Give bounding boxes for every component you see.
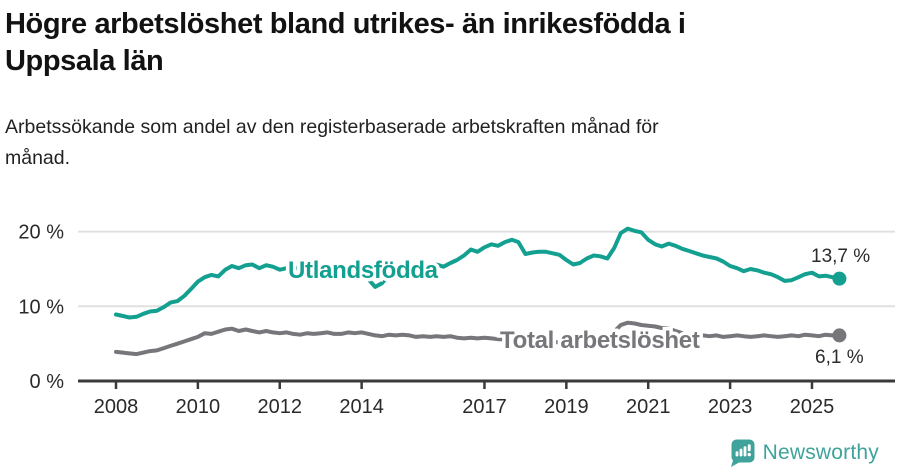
x-tick-label-2010: 2010 — [176, 396, 221, 418]
series-end-value-label-utlandsfodda: 13,7 % — [811, 246, 870, 267]
logo-bar-1 — [735, 451, 739, 457]
page-title-line-1: Högre arbetslöshet bland utrikes- än inr… — [5, 8, 686, 40]
series-line-utlandsfodda — [114, 226, 842, 320]
page-title-line-2: Uppsala län — [5, 45, 164, 77]
page-subtitle-line-2: månad. — [5, 147, 71, 169]
y-tick-label-10: 10 % — [18, 296, 64, 318]
page-subtitle-line-1: Arbetssökande som andel av den registerb… — [5, 116, 659, 138]
series-inline-label-total-arbetsloshet: Total arbetslöshet — [500, 327, 700, 354]
y-tick-label-0: 0 % — [30, 371, 65, 393]
logo-speech-bubble — [730, 439, 755, 467]
series-line-total-arbetsloshet — [114, 320, 842, 357]
x-tick-label-2017: 2017 — [462, 396, 507, 418]
y-tick-label-20: 20 % — [18, 222, 64, 244]
x-tick-label-2025: 2025 — [790, 396, 835, 418]
series-end-dot-utlandsfodda — [832, 271, 847, 286]
logo-bar-3 — [743, 446, 747, 457]
x-tick-label-2021: 2021 — [626, 396, 671, 418]
page-subtitle: Arbetssökande som andel av den registerb… — [5, 112, 885, 174]
x-tick-label-2012: 2012 — [258, 396, 303, 418]
series-inline-label-utlandsfodda: Utlandsfödda — [288, 257, 439, 284]
logo-exclamation-dot — [747, 452, 751, 457]
x-tick-label-2023: 2023 — [708, 396, 753, 418]
newsworthy-brand-text: Newsworthy — [762, 440, 879, 464]
logo-bar-2 — [739, 448, 743, 457]
page-title: Högre arbetslöshet bland utrikes- än inr… — [5, 6, 885, 80]
logo-exclamation-bar — [747, 444, 751, 452]
newsworthy-logo-icon — [730, 439, 755, 467]
x-tick-label-2014: 2014 — [339, 396, 384, 418]
series-end-value-label-total-arbetsloshet: 6,1 % — [815, 347, 864, 368]
series-end-dot-total-arbetsloshet — [832, 328, 847, 343]
x-tick-label-2019: 2019 — [544, 396, 589, 418]
unemployment-line-chart: 2008 2010 2012 2014 2017 2019 2021 2023 2025 0 % 1… — [18, 222, 895, 418]
newsworthy-attribution: Newsworthy — [729, 438, 879, 467]
x-tick-label-2008: 2008 — [94, 396, 139, 418]
